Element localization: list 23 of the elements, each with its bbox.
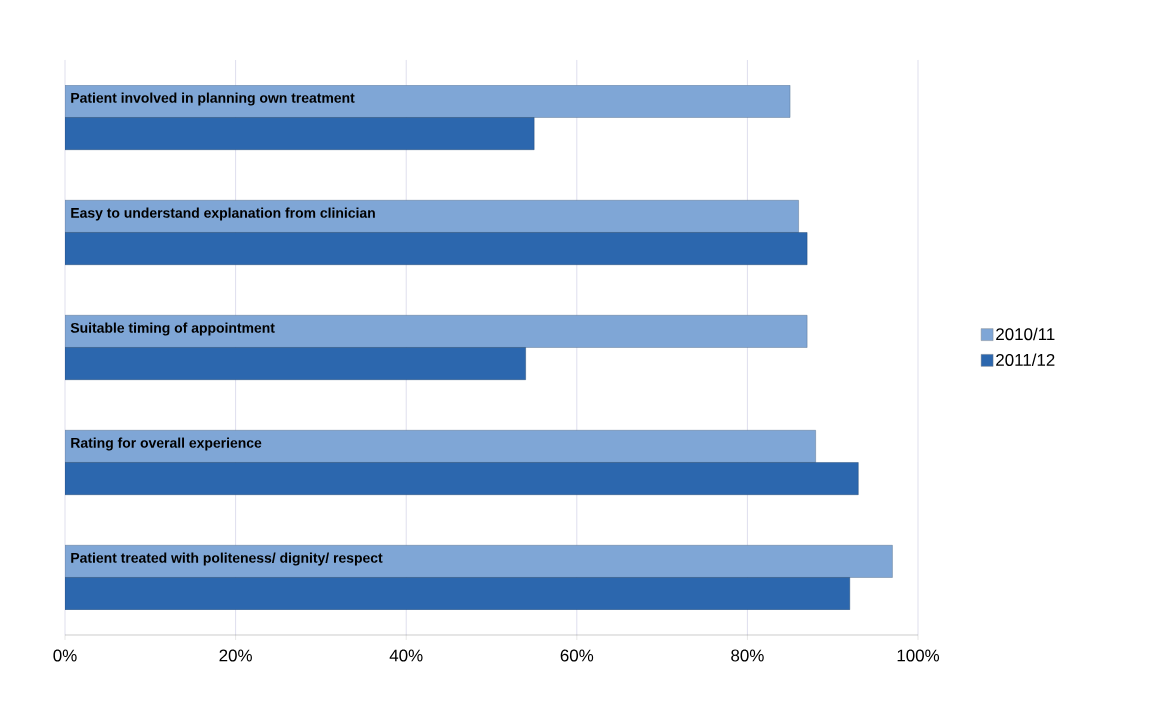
- bar: [65, 347, 526, 380]
- x-tick-label: 40%: [389, 649, 423, 662]
- y-tick-label: Patient involved in planning own treatment: [71, 92, 355, 106]
- x-tick-label: 80%: [731, 649, 764, 662]
- x-tick-label: 60%: [560, 649, 594, 662]
- x-tick-label: 100%: [897, 649, 940, 662]
- bar: [65, 430, 816, 463]
- y-tick-label: Rating for overall experience: [71, 437, 262, 451]
- bar: [65, 577, 850, 610]
- x-tick-label: 0%: [53, 649, 77, 662]
- bar: [65, 200, 799, 233]
- y-tick-label: Suitable timing of appointment: [70, 322, 275, 336]
- y-tick-label: Patient treated with politeness/ dignity/ respect: [71, 552, 383, 566]
- x-tick-label: 20%: [219, 649, 252, 662]
- bar: [65, 232, 808, 265]
- legend-label: 2010/11: [996, 327, 1055, 341]
- bar: [65, 315, 808, 348]
- bar: [65, 462, 859, 495]
- y-tick-label: Easy to understand explanation from clinician: [71, 207, 375, 221]
- legend-label: 2011/12: [996, 353, 1055, 366]
- bar: [65, 545, 893, 578]
- bar: [65, 117, 535, 150]
- bar: [65, 85, 791, 118]
